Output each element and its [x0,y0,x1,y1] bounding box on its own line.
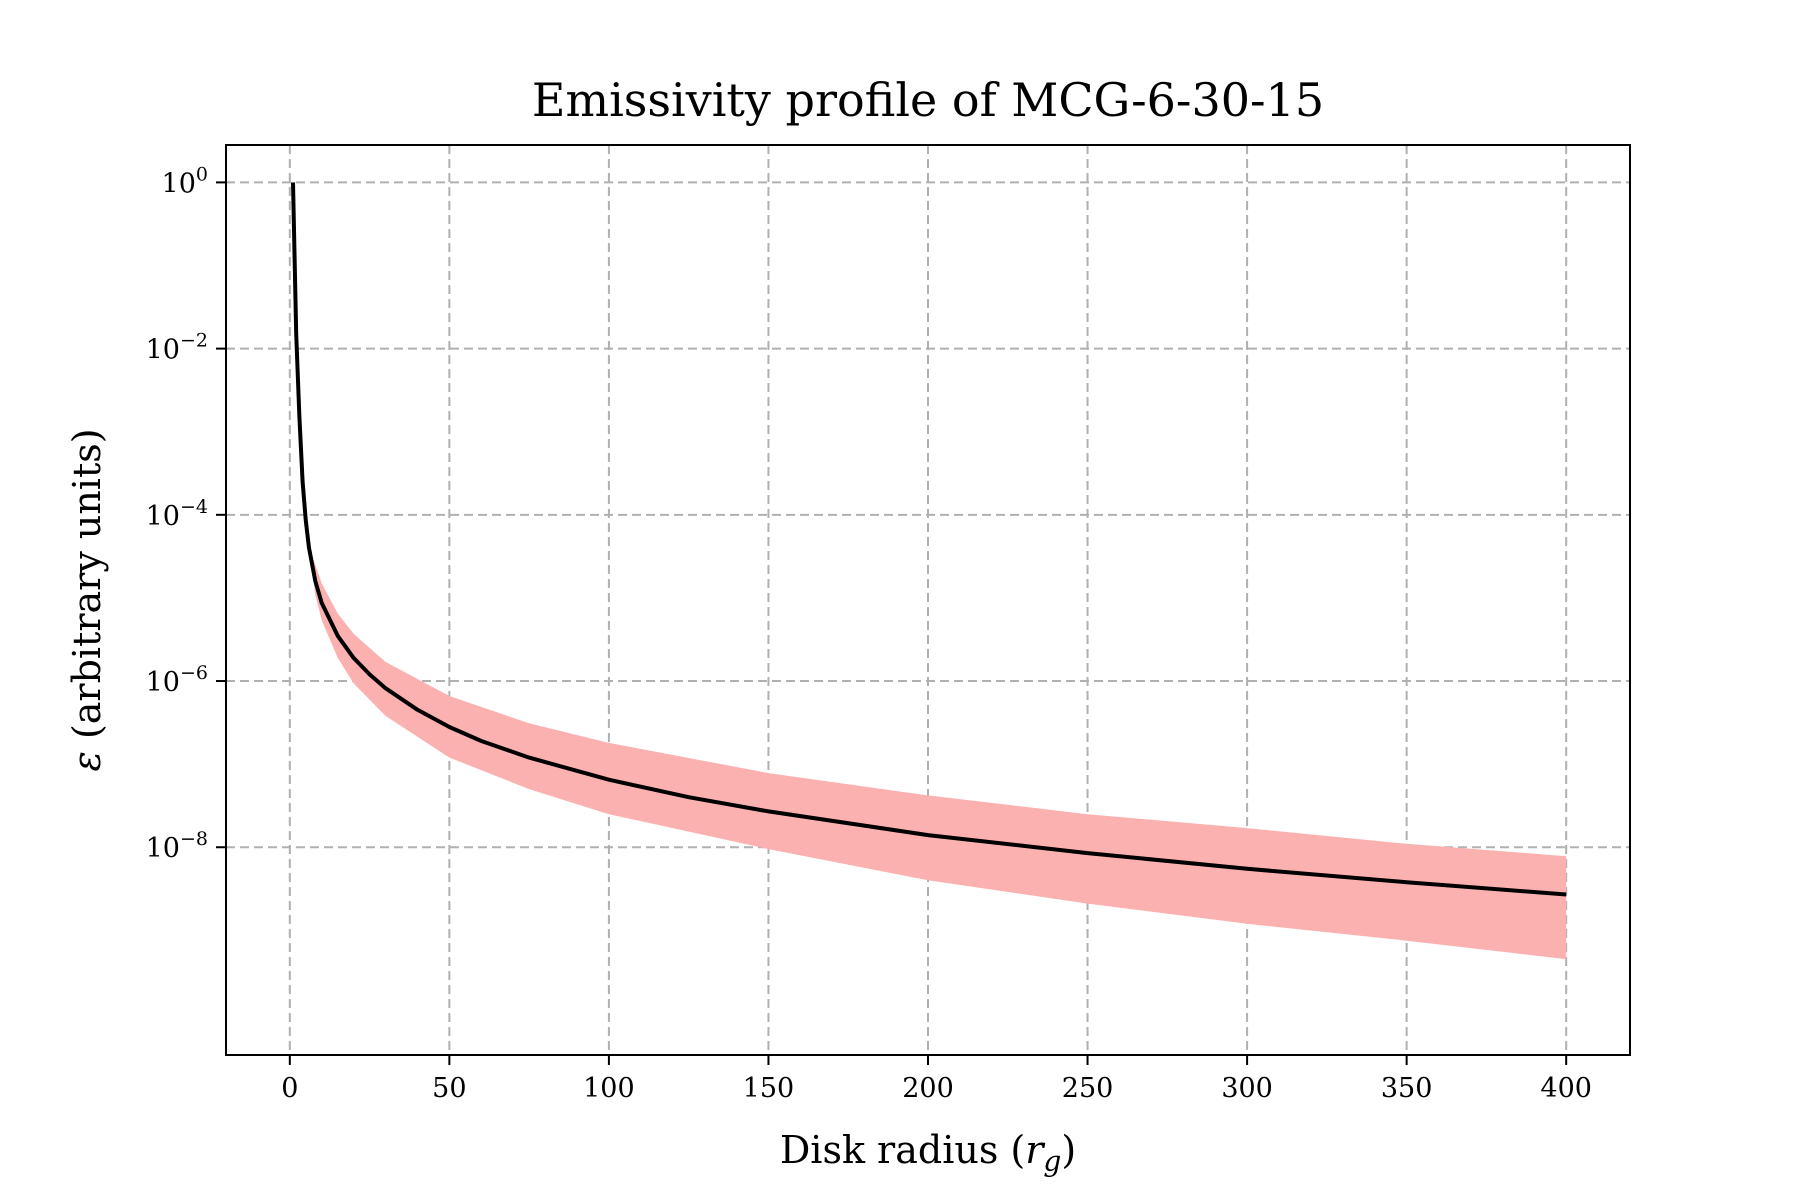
y-tick-label: 10−6 [146,662,208,698]
y-tick-exponent: −2 [180,330,208,352]
x-axis: 0 50 100 150 200 250 300 350 400 [281,1055,1592,1104]
emissivity-curve [291,182,1567,897]
y-tick-base: 10 [162,168,196,199]
x-tick-label: 350 [1381,1073,1433,1104]
x-tick-label: 250 [1062,1073,1114,1104]
plot-area [225,144,1631,1056]
y-tick-base: 10 [146,667,180,698]
y-axis-label-symbol: ε [65,751,109,771]
chart-title: Emissivity profile of MCG-6-30-15 [532,73,1324,127]
y-tick-exponent: −8 [180,828,208,850]
x-tick-label: 200 [902,1073,954,1104]
y-tick-label: 100 [162,163,208,199]
y-tick-exponent: −6 [180,662,208,684]
y-axis-label-rest: (arbitrary units) [65,428,109,751]
y-tick-exponent: 0 [196,163,208,185]
x-tick-label: 50 [432,1073,466,1104]
x-axis-label: Disk radius (rg) [780,1128,1076,1178]
x-axis-label-symbol: r [1025,1128,1046,1172]
y-tick-base: 10 [146,501,180,532]
y-tick-base: 10 [146,833,180,864]
uncertainty-band [309,547,1567,960]
x-tick-label: 400 [1540,1073,1592,1104]
x-axis-label-subscript: g [1043,1145,1061,1178]
x-axis-label-close: ) [1061,1128,1076,1172]
y-tick-exponent: −4 [180,496,208,518]
y-axis-label: ε (arbitrary units) [65,428,109,771]
y-tick-label: 10−8 [146,828,208,864]
x-tick-label: 100 [583,1073,635,1104]
x-axis-label-main: Disk radius ( [780,1128,1025,1172]
y-tick-label: 10−4 [146,496,208,532]
x-tick-label: 300 [1221,1073,1273,1104]
y-tick-label: 10−2 [146,330,208,366]
x-tick-label: 0 [281,1073,298,1104]
y-tick-base: 10 [146,335,180,366]
x-tick-label: 150 [743,1073,795,1104]
